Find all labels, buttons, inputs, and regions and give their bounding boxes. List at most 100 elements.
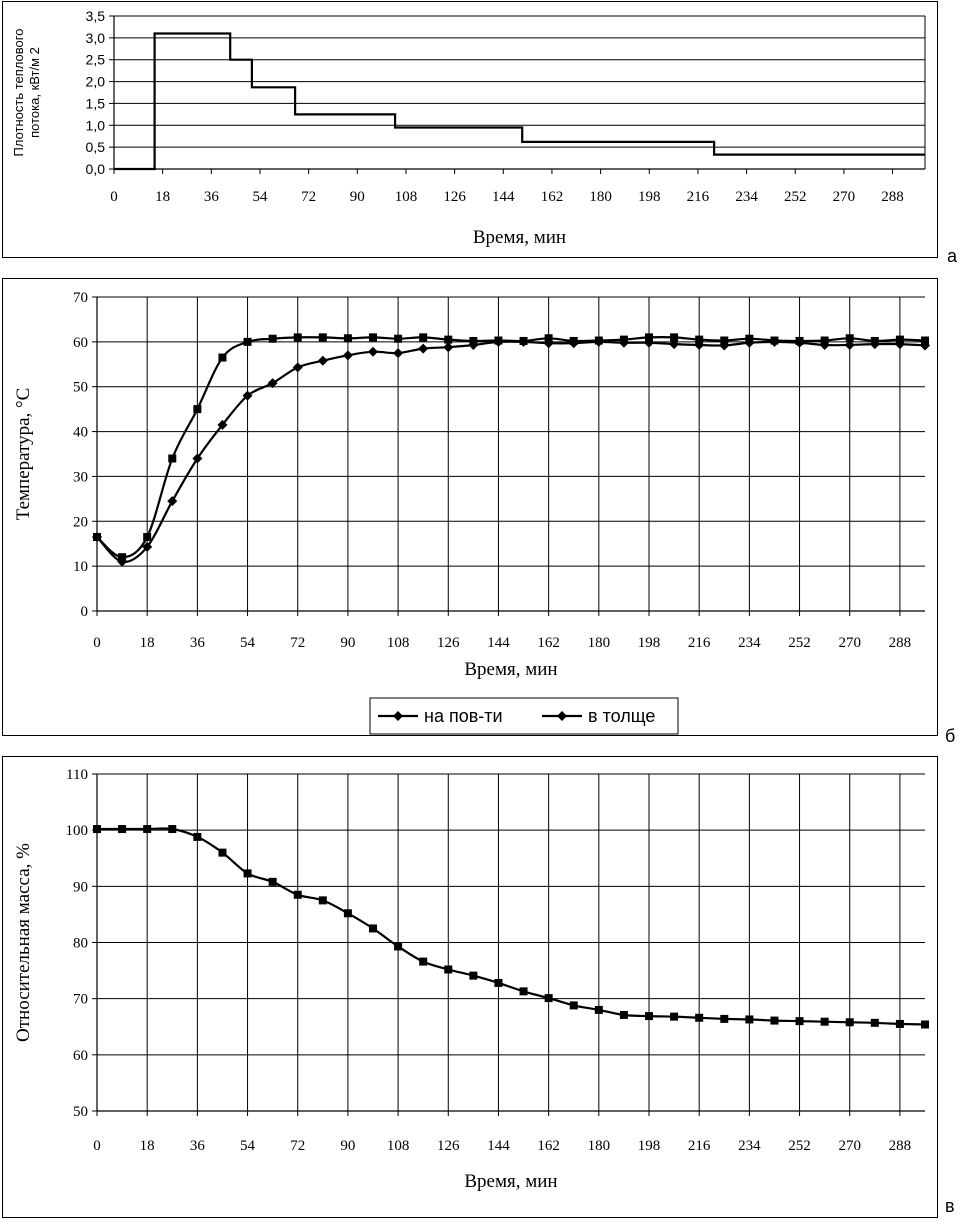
data-point	[193, 405, 202, 414]
data-point	[719, 340, 730, 351]
y-tick-label: 90	[73, 879, 88, 895]
data-point	[845, 1018, 854, 1027]
data-point	[519, 987, 528, 996]
data-point	[192, 453, 203, 464]
data-point	[544, 994, 553, 1003]
data-point	[168, 454, 177, 463]
y-tick-label: 0,0	[86, 161, 106, 177]
series-line-1	[114, 32, 925, 171]
legend-marker	[393, 711, 403, 721]
y-tick-label: 2,5	[86, 52, 106, 68]
x-tick-label: 126	[437, 1138, 460, 1154]
y-axis-title-line: потока, кВт/м 2	[27, 47, 42, 138]
chart-c: 50 60 70 80 90 100 110 0 18 36 54 72 90 108 126 144 162 1…	[13, 767, 929, 1192]
data-point	[168, 825, 177, 834]
data-point	[394, 942, 403, 951]
x-tick-label: 0	[110, 189, 118, 205]
y-tick-label: 30	[73, 469, 88, 485]
x-tick-label: 54	[240, 635, 256, 651]
data-point	[369, 924, 377, 933]
series-line-1	[96, 336, 926, 559]
series-line-2	[96, 340, 926, 564]
x-tick-label: 162	[537, 635, 560, 651]
x-tick-label: 270	[833, 189, 856, 205]
y-tick-label: 70	[73, 290, 88, 306]
data-point	[469, 971, 478, 980]
data-point	[920, 340, 930, 351]
data-point	[243, 869, 252, 878]
x-tick-label: 72	[290, 635, 305, 651]
y-tick-label: 100	[66, 823, 89, 839]
x-tick-label: 54	[252, 189, 268, 205]
data-point	[670, 333, 679, 342]
legend-box	[369, 697, 679, 735]
x-tick-label: 72	[301, 189, 316, 205]
y-tick-label: 1,0	[86, 117, 106, 133]
data-point	[242, 390, 253, 401]
data-point	[644, 337, 654, 348]
x-tick-label: 180	[588, 635, 611, 651]
x-tick-label: 198	[638, 189, 661, 205]
data-point	[694, 339, 705, 350]
x-tick-label: 18	[155, 189, 170, 205]
x-tick-label: 216	[687, 189, 710, 205]
x-tick-label: 126	[437, 635, 460, 651]
data-point	[794, 337, 805, 348]
x-tick-label: 288	[881, 189, 904, 205]
legend-label: в толще	[588, 706, 655, 726]
data-point	[543, 338, 554, 349]
y-tick-label: 70	[73, 992, 88, 1008]
data-point	[845, 334, 854, 343]
y-tick-label: 3,0	[86, 30, 106, 46]
data-point	[619, 1010, 628, 1019]
x-tick-label: 234	[738, 635, 761, 651]
chart-panel-c	[2, 756, 938, 1218]
data-point	[518, 336, 529, 347]
y-tick-label: 3,5	[86, 8, 106, 24]
x-tick-label: 252	[784, 189, 807, 205]
chart-b: 0 10 20 30 40 50 60 70 0 18 36 54 72 90 108 126 144 162 18…	[13, 290, 930, 735]
data-point	[93, 825, 101, 834]
y-tick-label: 40	[73, 425, 88, 441]
data-point	[167, 496, 178, 507]
x-tick-label: 198	[638, 1138, 661, 1154]
x-tick-label: 126	[443, 189, 466, 205]
x-tick-label: 270	[838, 635, 861, 651]
y-tick-label: 20	[73, 514, 88, 530]
data-point	[670, 1012, 679, 1021]
x-tick-label: 198	[638, 635, 661, 651]
data-point	[444, 335, 453, 344]
x-axis-title: Время, мин	[464, 659, 557, 680]
data-point	[443, 342, 454, 353]
y-tick-label: 50	[73, 1104, 88, 1120]
y-tick-label: 110	[66, 767, 88, 783]
x-tick-label: 180	[589, 189, 612, 205]
data-point	[795, 1017, 804, 1026]
data-point	[594, 1005, 603, 1014]
y-tick-label: 1,5	[86, 95, 106, 111]
data-point	[720, 1014, 729, 1023]
data-point	[645, 333, 653, 342]
x-tick-label: 36	[190, 1138, 206, 1154]
data-point	[695, 1013, 704, 1022]
y-tick-label: 50	[73, 380, 88, 396]
data-point	[770, 1016, 779, 1025]
data-point	[568, 338, 579, 349]
data-point	[593, 336, 604, 347]
data-point	[869, 339, 880, 350]
x-tick-label: 90	[340, 1138, 355, 1154]
data-point	[419, 957, 428, 966]
x-tick-label: 18	[140, 1138, 155, 1154]
x-tick-label: 162	[537, 1138, 560, 1154]
data-point	[494, 978, 503, 987]
x-tick-label: 270	[838, 1138, 861, 1154]
data-point	[243, 337, 252, 346]
data-point	[342, 350, 353, 361]
x-tick-label: 36	[190, 635, 206, 651]
data-point	[468, 339, 479, 350]
data-point	[820, 1017, 829, 1026]
y-tick-label: 60	[73, 335, 88, 351]
chart-a: 0,0 0,5 1,0 1,5 2,0 2,5 3,0 3,5 0 18 36 54 72 90 108 12…	[11, 8, 926, 248]
x-tick-label: 252	[788, 1138, 811, 1154]
x-tick-label: 144	[487, 635, 510, 651]
